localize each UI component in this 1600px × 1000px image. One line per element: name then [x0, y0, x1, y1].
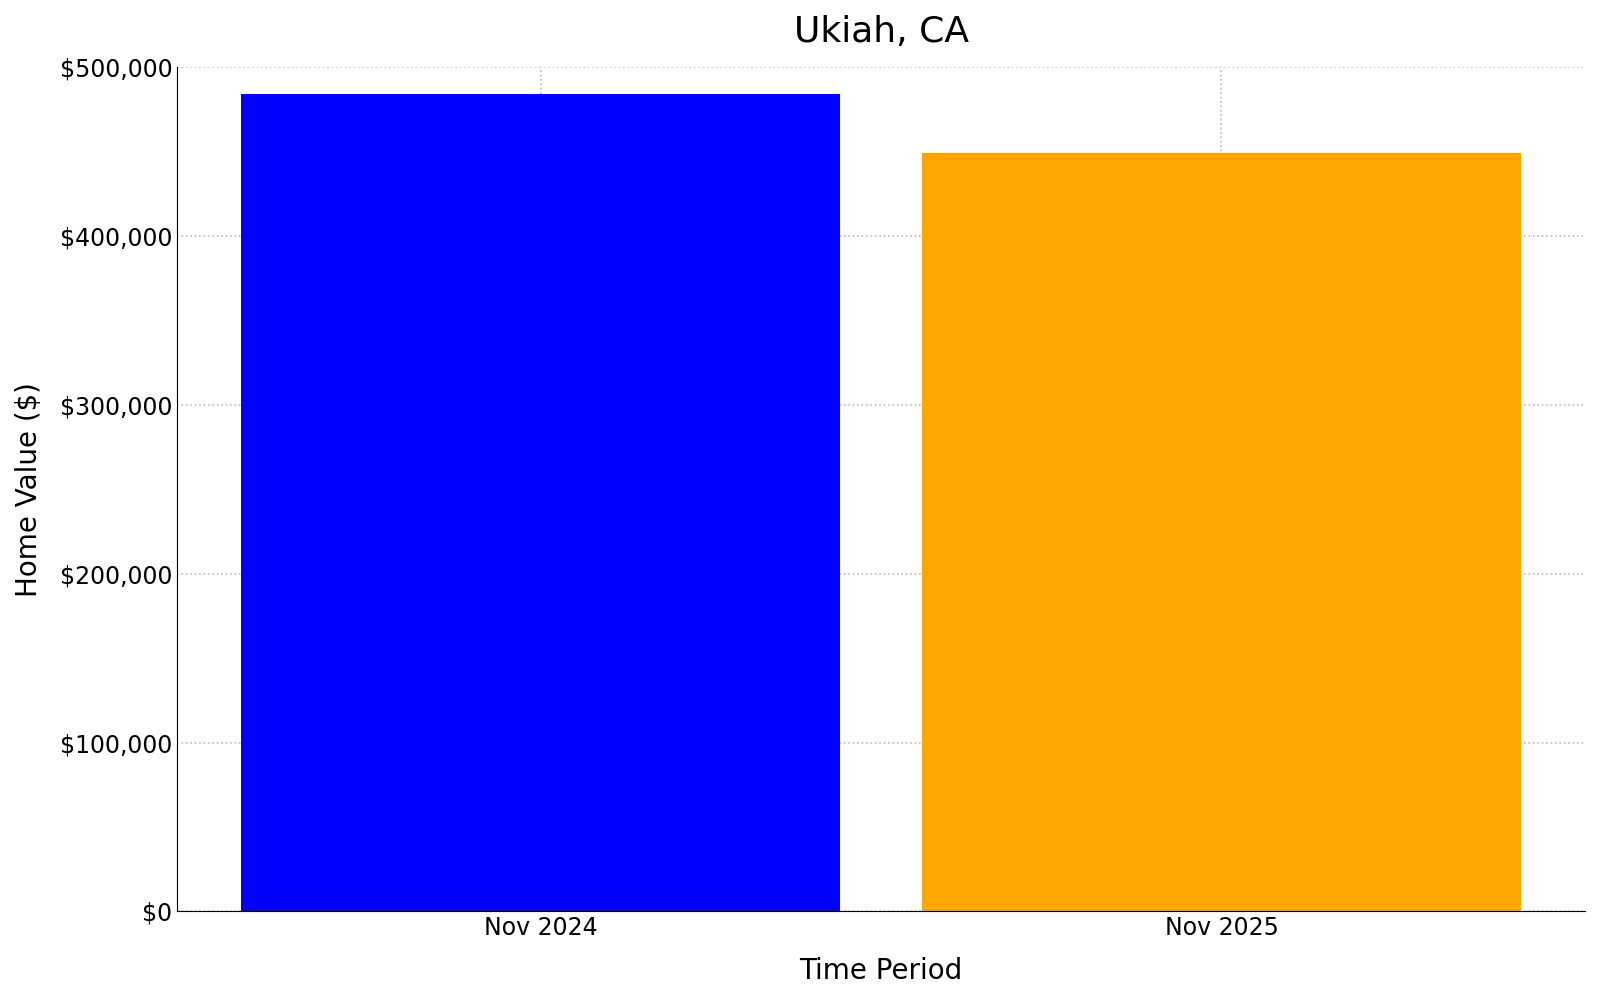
- Bar: [242, 94, 840, 911]
- Title: Ukiah, CA: Ukiah, CA: [794, 15, 968, 49]
- Bar: [922, 153, 1522, 911]
- X-axis label: Time Period: Time Period: [800, 957, 963, 985]
- Y-axis label: Home Value ($): Home Value ($): [14, 382, 43, 597]
